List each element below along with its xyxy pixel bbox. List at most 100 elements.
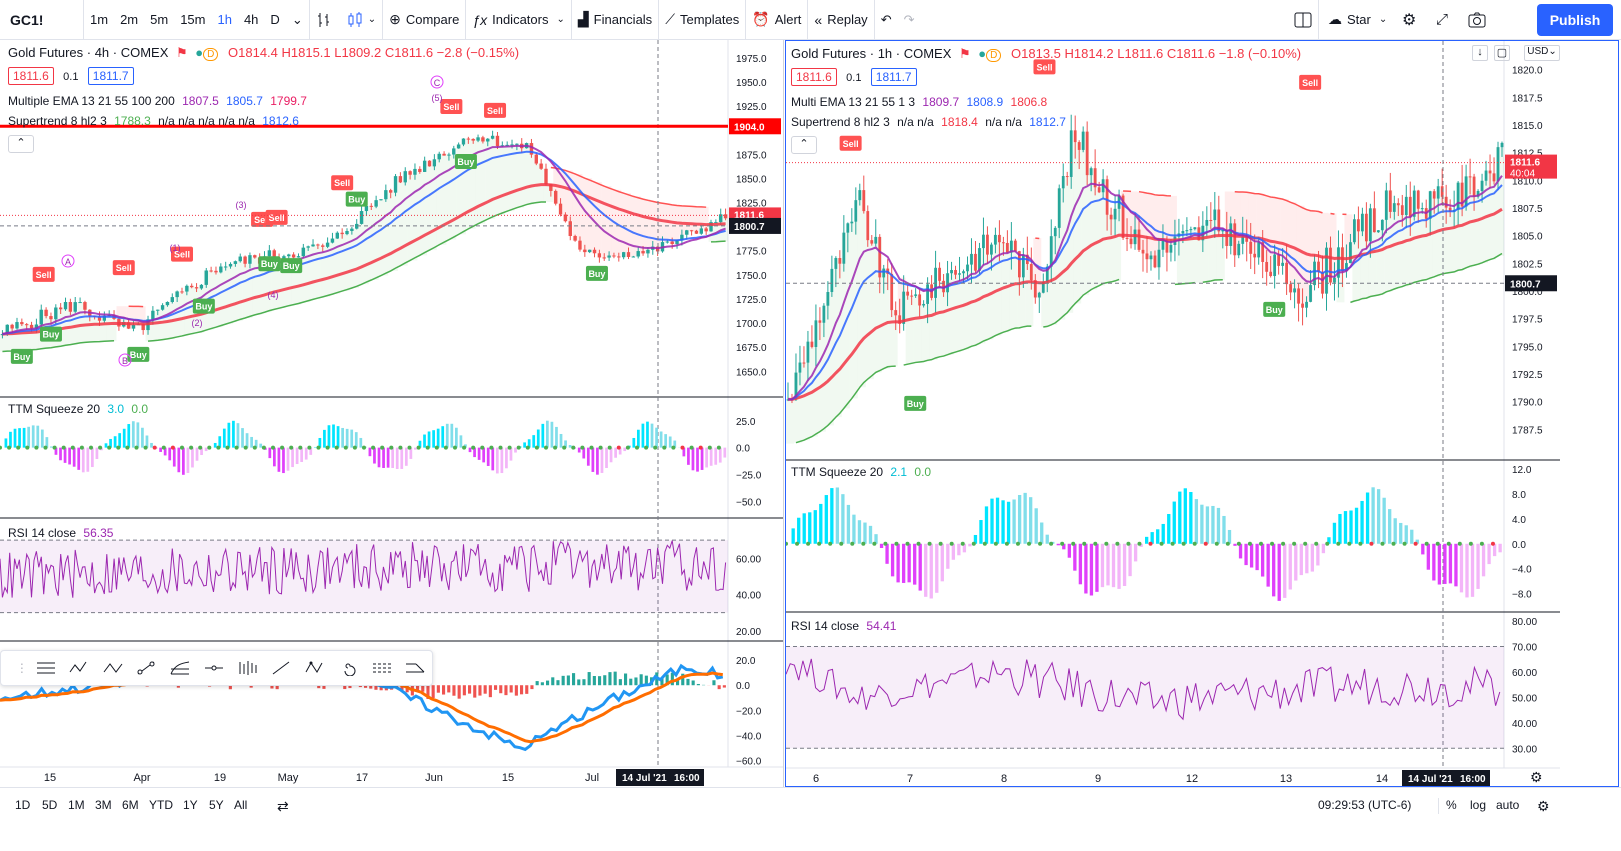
chart-panel-right[interactable]: 1820.0 1817.5 1815.0 1812.5 1810.0 1807.5 1805…	[785, 40, 1619, 787]
publish-button[interactable]: Publish	[1537, 4, 1613, 36]
bid-price[interactable]: 1811.6	[791, 68, 837, 86]
ttm-histogram-bar	[1211, 505, 1215, 544]
currency-select[interactable]: USD⌄	[1524, 45, 1560, 61]
chart-left-canvas[interactable]: 1975.01950.01925.01900.01875.01850.01825…	[0, 40, 784, 787]
range-5d-button[interactable]: 5D	[42, 798, 58, 812]
supertrend-legend-left[interactable]: Supertrend 8 hl2 3 1788.3 n/a n/a n/a n/…	[8, 114, 299, 128]
interval-4h[interactable]: 4h	[243, 12, 259, 27]
fullscreen-icon[interactable]: ⤢	[1436, 11, 1449, 28]
ttm-legend-left[interactable]: TTM Squeeze 20 3.0 0.0	[8, 402, 148, 416]
ema-legend-right[interactable]: Multi EMA 13 21 55 1 3 1809.7 1808.9 180…	[791, 95, 1047, 109]
interval-d[interactable]: D	[270, 12, 280, 27]
gann-tool-icon[interactable]	[365, 654, 399, 682]
candle	[954, 270, 957, 275]
bars-pattern-icon[interactable]	[230, 654, 264, 682]
buy-signal-label: Buy	[42, 330, 59, 340]
rsi-legend-right[interactable]: RSI 14 close 54.41	[791, 619, 896, 633]
ema-legend-left[interactable]: Multiple EMA 13 21 55 100 200 1807.5 180…	[8, 94, 307, 108]
range-6m-button[interactable]: 6M	[122, 798, 139, 812]
candle	[1305, 301, 1308, 308]
wave-tool-icon[interactable]	[62, 654, 96, 682]
replay-button[interactable]: « Replay	[808, 0, 873, 40]
range-3m-button[interactable]: 3M	[95, 798, 112, 812]
bid-price[interactable]: 1811.6	[8, 67, 54, 85]
ttm-histogram-bar	[368, 447, 372, 457]
collapse-legend-button[interactable]: ⌃	[8, 135, 34, 153]
candle	[1185, 230, 1189, 232]
clock[interactable]: 09:29:53 (UTC-6)	[1318, 798, 1412, 812]
legend-left-title[interactable]: Gold Futures · 4h · COMEX ⚑ ● D O1814.4 H…	[8, 45, 519, 61]
range-5y-button[interactable]: 5Y	[209, 798, 224, 812]
range-all-button[interactable]: All	[234, 798, 248, 812]
percent-toggle[interactable]: %	[1446, 798, 1457, 812]
trend-line-icon[interactable]	[130, 654, 164, 682]
macd-histogram-bar	[343, 685, 347, 690]
interval-15m[interactable]: 15m	[180, 12, 206, 27]
candle	[355, 223, 359, 229]
ttm-histogram-bar	[182, 447, 185, 475]
chart-right-canvas[interactable]: 1820.0 1817.5 1815.0 1812.5 1810.0 1807.5 1805…	[786, 41, 1619, 787]
settings-gear-icon[interactable]: ⚙	[1537, 798, 1550, 814]
scroll-down-icon[interactable]: ↓	[1472, 45, 1488, 61]
compare-button[interactable]: ⊕ Compare	[383, 0, 465, 40]
supertrend-fill	[889, 310, 898, 367]
symbol-search[interactable]: GC1!	[0, 0, 84, 40]
legend-right-title[interactable]: Gold Futures · 1h · COMEX ⚑ ● D O1813.5 H…	[791, 46, 1301, 62]
templates-button[interactable]: ⟋ Templates	[659, 0, 745, 40]
ask-price[interactable]: 1811.7	[870, 68, 917, 86]
drag-handle-icon[interactable]: ⋮	[15, 661, 28, 675]
undo-icon[interactable]: ↶	[880, 11, 892, 27]
ttm-squeeze-dot	[1270, 541, 1275, 546]
camera-icon[interactable]	[1462, 0, 1492, 40]
candle	[131, 325, 136, 329]
abc-pattern-icon[interactable]	[96, 654, 130, 682]
redo-icon[interactable]: ↷	[903, 11, 915, 27]
supertrend-legend-right[interactable]: Supertrend 8 hl2 3 n/a n/a 1818.4 n/a n/…	[791, 115, 1066, 129]
interval-dropdown-icon[interactable]: ⌄	[291, 11, 303, 27]
range-ytd-button[interactable]: YTD	[149, 798, 173, 812]
rsi-legend-left[interactable]: RSI 14 close 56.35	[8, 526, 113, 540]
ttm-histogram-bar	[59, 447, 62, 461]
layout-icon[interactable]	[1288, 0, 1318, 40]
spiral-tool-icon[interactable]	[331, 654, 365, 682]
alert-button[interactable]: ⏰ Alert	[746, 0, 807, 40]
financials-button[interactable]: ▟ Financials	[572, 0, 658, 40]
candle	[1368, 208, 1372, 242]
line-tool-icon[interactable]	[264, 654, 298, 682]
interval-1m[interactable]: 1m	[90, 12, 109, 27]
interval-5m[interactable]: 5m	[150, 12, 169, 27]
maximize-icon[interactable]: ▢	[1494, 45, 1510, 61]
ttm-histogram-bar	[95, 447, 99, 460]
candle	[694, 230, 699, 234]
collapse-legend-button[interactable]: ⌃	[791, 136, 817, 154]
interval-2m[interactable]: 2m	[120, 12, 139, 27]
auto-toggle[interactable]: auto	[1496, 798, 1520, 812]
lines-tool-icon[interactable]	[29, 654, 63, 682]
ttm-histogram-bar	[946, 543, 950, 569]
projection-tool-icon[interactable]	[398, 654, 432, 682]
date-range-calendar-icon[interactable]: ⇄	[277, 798, 289, 814]
bar-style-icon[interactable]	[310, 0, 340, 40]
ttm-histogram-bar	[879, 543, 884, 549]
ttm-squeeze-dot	[625, 445, 630, 450]
chart-panel-left[interactable]: 1975.01950.01925.01900.01875.01850.01825…	[0, 40, 784, 787]
interval-1h[interactable]: 1h	[217, 12, 232, 27]
indicators-button[interactable]: ƒx Indicators ⌄	[472, 11, 565, 28]
st-name: Supertrend 8 hl2 3	[791, 115, 890, 129]
pattern-tool-icon[interactable]	[298, 654, 332, 682]
chart-settings-gear-icon[interactable]: ⚙	[1530, 769, 1543, 785]
star-dropdown[interactable]: ☁ Star ⌄	[1328, 11, 1388, 27]
settings-gear-icon[interactable]: ⚙	[1402, 11, 1417, 29]
supertrend-line	[795, 365, 896, 444]
buy-signal	[585, 265, 608, 281]
supertrend-fill	[1272, 197, 1281, 255]
horizontal-ray-icon[interactable]	[197, 654, 231, 682]
fib-tool-icon[interactable]	[163, 654, 197, 682]
ask-price[interactable]: 1811.7	[87, 67, 134, 85]
ttm-legend-right[interactable]: TTM Squeeze 20 2.1 0.0	[791, 465, 931, 479]
range-1m-button[interactable]: 1M	[68, 798, 85, 812]
log-toggle[interactable]: log	[1470, 798, 1487, 812]
candles-style-icon[interactable]: ⌄	[340, 0, 382, 40]
range-1d-button[interactable]: 1D	[15, 798, 31, 812]
range-1y-button[interactable]: 1Y	[183, 798, 198, 812]
